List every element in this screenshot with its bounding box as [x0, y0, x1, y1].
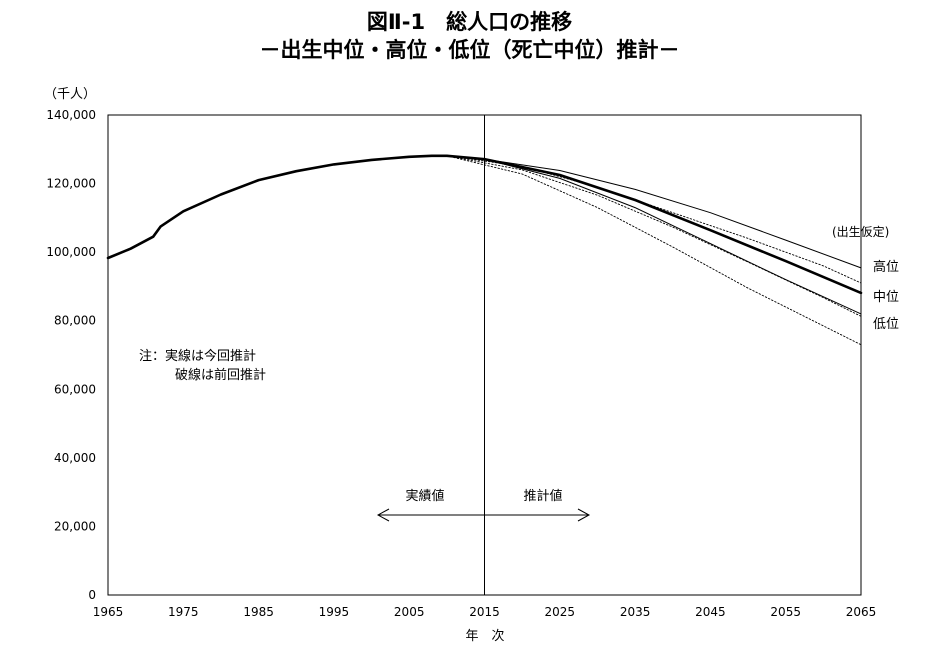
projected-arrow: [485, 508, 591, 522]
actual-values-label: 実績値: [405, 488, 444, 504]
series-line-high: [484, 158, 862, 269]
chart-subtitle: －出生中位・高位・低位（死亡中位）推計－: [259, 38, 680, 62]
series-line-actual: [106, 154, 486, 260]
y-axis-ticks: 0 20,000 40,000 60,000 80,000 100,000 120,000 1…: [46, 108, 96, 602]
legend-label-medium: 中位: [873, 290, 899, 305]
x-tick-label: 1985: [243, 605, 274, 619]
series-line-low: [484, 158, 862, 315]
y-axis-label: （千人）: [44, 87, 96, 102]
x-tick-label: 1995: [319, 605, 350, 619]
chart-title: 図Ⅱ-1 総人口の推移: [366, 10, 573, 34]
series-line-previous-low: [446, 155, 862, 346]
y-tick-label: 40,000: [54, 451, 96, 465]
y-tick-label: 20,000: [54, 519, 96, 533]
y-tick-label: 80,000: [54, 314, 96, 328]
series-line-medium: [483, 157, 863, 295]
series-line-previous-high: [446, 155, 862, 284]
x-axis-label: 年 次: [465, 628, 504, 644]
x-tick-label: 2055: [770, 605, 801, 619]
note-line-1: 注：実線は今回推計: [139, 348, 256, 364]
y-tick-label: 120,000: [46, 177, 96, 191]
actual-arrow: [376, 508, 485, 522]
x-tick-label: 1965: [93, 605, 124, 619]
legend-label-high: 高位: [873, 259, 899, 275]
x-tick-label: 2065: [846, 605, 877, 619]
x-tick-label: 1975: [168, 605, 199, 619]
x-axis-ticks: 1965 1975 1985 1995 2005 2015 2025 2035 2045 2055…: [93, 605, 877, 619]
legend-label-low: 低位: [873, 317, 899, 332]
y-tick-label: 100,000: [46, 245, 96, 259]
legend-heading: (出生仮定): [832, 224, 889, 239]
series-layer: [106, 154, 863, 346]
x-tick-label: 2045: [695, 605, 726, 619]
series-line-previous-medium: [446, 155, 862, 317]
x-tick-label: 2005: [394, 605, 425, 619]
y-tick-label: 140,000: [46, 108, 96, 122]
projected-values-label: 推計値: [523, 488, 562, 504]
y-tick-label: 60,000: [54, 382, 96, 396]
x-tick-label: 2015: [469, 605, 500, 619]
y-tick-label: 0: [88, 588, 96, 602]
x-tick-label: 2035: [620, 605, 651, 619]
x-tick-label: 2025: [545, 605, 576, 619]
note-line-2: 破線は前回推計: [175, 367, 266, 383]
